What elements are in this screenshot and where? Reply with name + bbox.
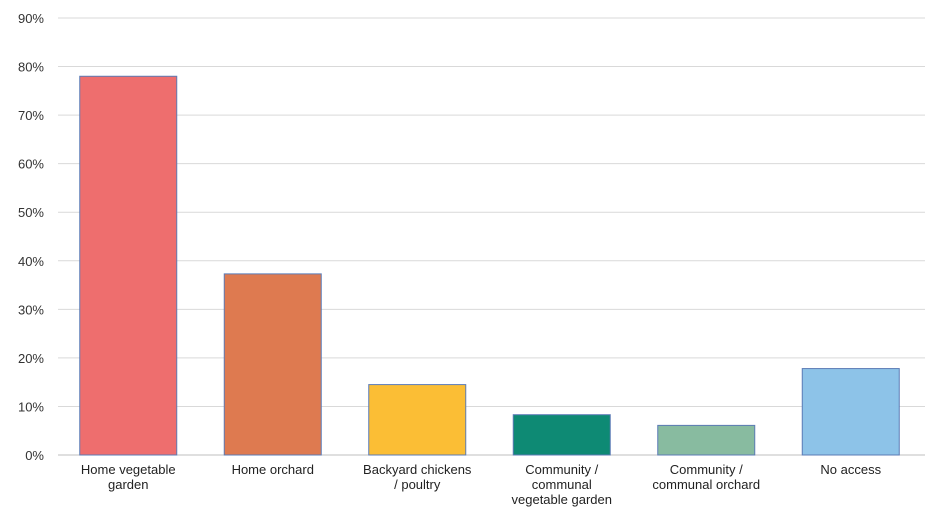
y-tick-label: 20%: [18, 351, 44, 366]
x-category-label: Community / communal orchard: [652, 462, 760, 492]
y-tick-label: 50%: [18, 205, 44, 220]
y-tick-label: 0%: [25, 448, 44, 463]
x-category-label: Community / communal vegetable garden: [512, 462, 612, 507]
x-category-label: Home vegetable garden: [81, 462, 176, 492]
y-tick-label: 90%: [18, 11, 44, 26]
bar: [79, 75, 178, 456]
bar: [657, 424, 756, 456]
x-category-label: Home orchard: [232, 462, 314, 477]
y-tick-label: 70%: [18, 108, 44, 123]
y-tick-label: 80%: [18, 60, 44, 75]
gridlines: [58, 17, 925, 456]
y-tick-label: 40%: [18, 254, 44, 269]
y-tick-label: 60%: [18, 157, 44, 172]
bar: [368, 384, 467, 456]
x-axis-category-labels: Home vegetable garden Home orchard Backyard…: [81, 462, 882, 507]
bar: [801, 368, 900, 456]
y-axis-ticks: 0% 10% 20% 30% 40% 50% 60% 70% 80% 90%: [18, 11, 44, 463]
x-category-label: No access: [820, 462, 881, 477]
x-category-label: Backyard chickens / poultry: [363, 462, 472, 492]
y-tick-label: 10%: [18, 399, 44, 414]
bars: [79, 75, 900, 456]
bar: [223, 273, 322, 456]
bar: [512, 414, 611, 456]
y-tick-label: 30%: [18, 302, 44, 317]
